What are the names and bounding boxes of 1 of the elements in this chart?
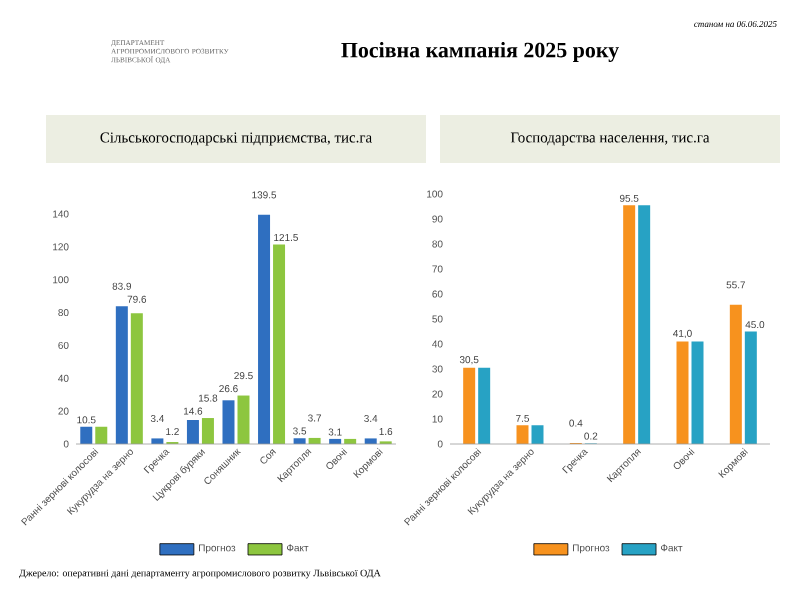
- text: Посівна кампанія 2025 року: [341, 42, 619, 62]
